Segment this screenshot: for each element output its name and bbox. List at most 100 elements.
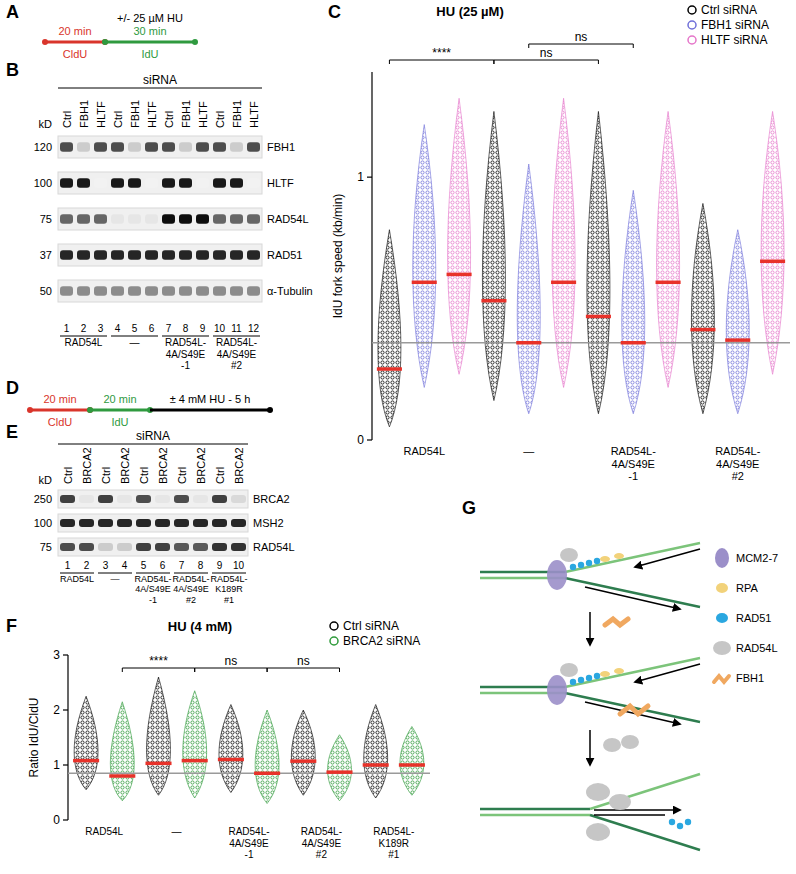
y-tick-label: 1 xyxy=(53,758,60,772)
label-line: #1 xyxy=(224,595,234,605)
band xyxy=(162,214,175,224)
median-bar xyxy=(760,260,785,264)
rad51 xyxy=(677,823,683,829)
label-line: #2 xyxy=(186,595,196,605)
process-arrow xyxy=(589,612,591,645)
nascent-lagging xyxy=(635,664,700,682)
label-line: 4A/S49E xyxy=(229,838,269,849)
label-line: -1 xyxy=(628,470,638,482)
band xyxy=(179,178,192,188)
legend-marker xyxy=(330,637,338,645)
significance-label: ns xyxy=(225,654,238,668)
band xyxy=(136,519,151,527)
band xyxy=(98,519,113,527)
category-label: RAD54L-K189R#1 xyxy=(373,826,414,860)
kd-header: kD xyxy=(39,474,53,486)
band xyxy=(231,519,246,527)
nascent-leading xyxy=(585,702,680,724)
template-strand xyxy=(565,543,700,572)
lane-number: 2 xyxy=(81,323,87,334)
label: CldU xyxy=(63,48,88,60)
label-line: RAD54L- xyxy=(715,445,761,457)
point-cloud xyxy=(255,710,279,804)
y-tick xyxy=(367,177,372,178)
rpa xyxy=(600,671,610,677)
label-line: RAD54L- xyxy=(373,826,414,837)
lane-label: BRCA2 xyxy=(157,447,169,484)
median-bar xyxy=(586,315,611,319)
legend-icon xyxy=(713,641,731,655)
band xyxy=(247,250,260,260)
lane-label: Ctrl xyxy=(112,111,124,128)
band xyxy=(111,286,124,296)
protein-label: RAD51 xyxy=(267,249,302,261)
label-line: RAD54L- xyxy=(301,826,342,837)
category-label: RAD54L-4A/S49E#2 xyxy=(715,445,761,482)
median-bar xyxy=(109,774,135,778)
band xyxy=(60,495,75,503)
band xyxy=(193,543,208,551)
point-cloud xyxy=(219,705,243,793)
y-tick xyxy=(63,654,68,655)
significance-bracket xyxy=(494,60,599,64)
band xyxy=(128,250,141,260)
timeline-dot xyxy=(267,407,273,413)
rad51 xyxy=(586,675,592,681)
lane-label: FBH1 xyxy=(180,100,192,128)
lane-number: 3 xyxy=(98,323,104,334)
blot-strip xyxy=(58,136,262,158)
timeline-dot xyxy=(27,407,33,413)
legend-label: RAD54L xyxy=(736,642,778,654)
point-cloud xyxy=(657,111,680,387)
band xyxy=(179,250,192,260)
legend-label: MCM2-7 xyxy=(736,552,778,564)
point-cloud xyxy=(622,190,645,413)
band xyxy=(94,286,107,296)
band xyxy=(213,250,226,260)
point-cloud xyxy=(691,203,714,413)
nascent-leading xyxy=(585,587,680,609)
lane-label: HLTF xyxy=(146,101,158,128)
band xyxy=(94,178,107,188)
timeline-dot xyxy=(102,39,108,45)
lane-label: Ctrl xyxy=(176,467,188,484)
band xyxy=(98,543,113,551)
label-line: RAD54L- xyxy=(210,574,247,584)
band xyxy=(196,142,209,152)
legend-icon xyxy=(716,583,728,593)
label-line: 4A/S49E xyxy=(612,458,655,470)
median-bar xyxy=(412,281,437,285)
timeline-dot xyxy=(87,407,93,413)
band xyxy=(162,250,175,260)
category-label: RAD54L-4A/S49E#2 xyxy=(301,826,342,860)
legend-marker xyxy=(330,622,338,630)
band xyxy=(179,286,192,296)
reference-line xyxy=(372,342,790,344)
y-tick-label: 1 xyxy=(357,170,364,184)
protein-label: MSH2 xyxy=(253,517,284,529)
band xyxy=(136,543,151,551)
lane-number: 12 xyxy=(248,323,260,334)
band xyxy=(213,286,226,296)
mcm2-7 xyxy=(547,560,567,590)
legend-marker xyxy=(688,6,696,14)
band xyxy=(155,519,170,527)
rad51 xyxy=(578,562,584,568)
band xyxy=(77,142,90,152)
group-label: RAD54L xyxy=(60,574,94,584)
median-bar xyxy=(145,762,171,766)
label-line: RAD54L- xyxy=(172,574,209,584)
band xyxy=(196,214,209,224)
median-bar xyxy=(399,763,425,767)
label-line: -1 xyxy=(181,360,190,371)
y-tick-label: 2 xyxy=(53,703,60,717)
band xyxy=(174,495,189,503)
rad51 xyxy=(594,558,600,564)
point-cloud xyxy=(183,691,207,798)
label: 20 min xyxy=(43,393,76,405)
rad51 xyxy=(669,819,675,825)
label-line: 4A/S49E xyxy=(716,458,759,470)
point-cloud xyxy=(448,98,471,374)
label: ± 4 mM HU - 5 h xyxy=(170,393,251,405)
header-rule xyxy=(58,88,262,89)
